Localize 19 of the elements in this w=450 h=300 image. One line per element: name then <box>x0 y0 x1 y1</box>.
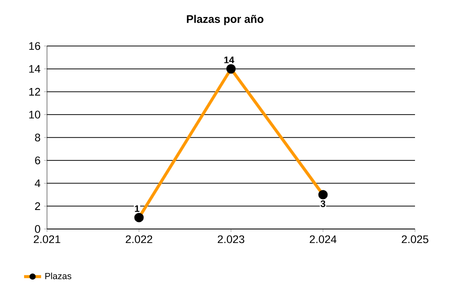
y-tick-label: 0 <box>34 225 40 233</box>
x-tick-label: 2.021 <box>34 235 60 244</box>
y-tick-label: 14 <box>29 65 40 73</box>
x-tick-label: 2.024 <box>310 235 336 244</box>
y-tick-label: 8 <box>35 134 40 142</box>
y-tick-label: 10 <box>29 110 40 119</box>
y-tick-label: 16 <box>29 42 40 50</box>
x-tick-label: 2.023 <box>218 235 244 244</box>
data-label: 14 <box>224 56 234 64</box>
y-tick-label: 12 <box>29 88 40 96</box>
y-tick-label: 2 <box>35 202 40 210</box>
chart-title: Plazas por año <box>186 14 264 26</box>
data-label: 3 <box>320 200 326 208</box>
y-tick-label: 4 <box>34 179 40 188</box>
legend-label: Plazas <box>45 272 72 280</box>
x-tick-label: 2.022 <box>126 235 152 244</box>
x-tick-label: 2.025 <box>402 235 428 244</box>
data-label: 1 <box>134 205 140 212</box>
y-tick-label: 6 <box>35 156 40 164</box>
